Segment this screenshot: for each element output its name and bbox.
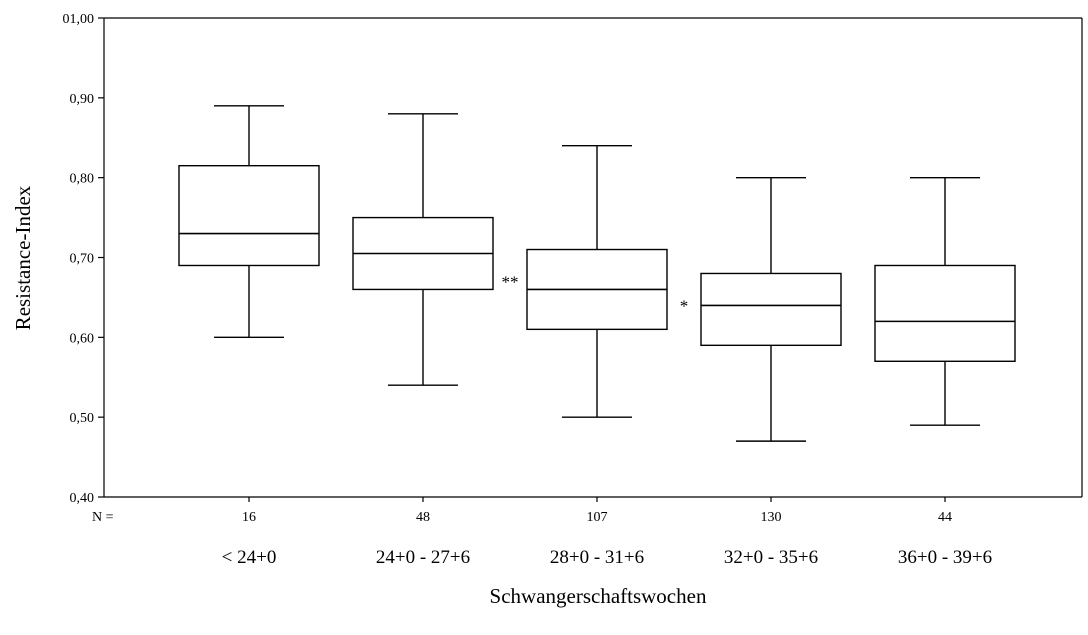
significance-annotations: *** (502, 272, 689, 315)
box-5 (874, 176, 1016, 426)
box-series (178, 105, 1016, 442)
x-axis-labels: 16 < 24+0 48 24+0 - 27+6 107 28+0 - 31+6 130 32… (222, 497, 992, 568)
x-axis-title: Schwangerschaftswochen (490, 584, 707, 608)
iqr-box (178, 164, 320, 267)
n-count-label: 130 (761, 510, 782, 525)
n-count-label: 48 (416, 510, 430, 525)
y-tick-label: 0,40 (70, 491, 95, 506)
y-axis-title: Resistance-Index (11, 185, 35, 330)
box-2 (352, 113, 494, 386)
box-4 (700, 176, 842, 442)
box-3 (526, 145, 668, 418)
significance-label: ** (502, 272, 519, 291)
category-label: 28+0 - 31+6 (550, 547, 644, 568)
y-tick-label: 0,80 (70, 172, 95, 187)
n-count-label: 44 (938, 510, 952, 525)
significance-label: * (680, 296, 689, 315)
y-tick-label: 0,60 (70, 331, 95, 346)
category-label: < 24+0 (222, 547, 277, 568)
y-tick-label: 0,50 (70, 411, 95, 426)
n-count-label: 107 (587, 510, 608, 525)
category-label: 24+0 - 27+6 (376, 547, 470, 568)
n-prefix-label: N = (92, 510, 114, 525)
y-tick-label: 0,90 (70, 92, 95, 107)
y-tick-label: 01,00 (63, 12, 95, 27)
y-axis-ticks: 0,40 0,50 0,60 0,70 0,80 0,90 01,00 (63, 12, 104, 506)
iqr-box (700, 272, 842, 347)
y-tick-label: 0,70 (70, 252, 95, 267)
category-label: 32+0 - 35+6 (724, 547, 818, 568)
iqr-box (874, 264, 1016, 362)
n-count-label: 16 (242, 510, 256, 525)
category-label: 36+0 - 39+6 (898, 547, 992, 568)
box-1 (178, 105, 320, 339)
